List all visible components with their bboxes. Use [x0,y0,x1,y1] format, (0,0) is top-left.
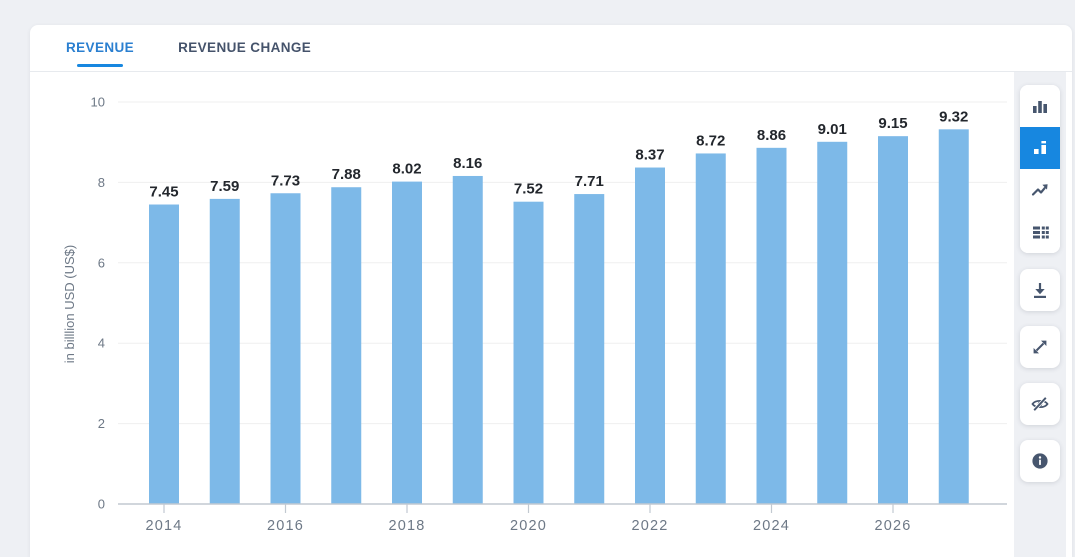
bar-value-label: 8.37 [635,147,664,164]
bar-value-label: 7.73 [271,172,300,189]
bar-2021[interactable] [574,194,605,505]
bar-2027[interactable] [938,129,969,504]
bar-chart-svg: 0 2 4 6 8 10 in billlion USD (US$) 7.45 7.59 7.73… [62,95,1007,534]
bar-2018[interactable] [392,181,422,504]
bar-2015[interactable] [209,198,240,504]
y-axis-tick-label: 10 [91,95,105,110]
y-axis-title: in billlion USD (US$) [62,245,77,363]
tab-revenue-change-label: REVENUE CHANGE [178,40,312,55]
bar-chart: 0 2 4 6 8 10 in billlion USD (US$) 7.45 7.59 7.73… [30,72,1014,557]
bar-value-label: 8.02 [392,161,421,178]
bar-2022[interactable] [635,167,665,504]
bar-value-label: 8.86 [757,127,786,144]
bar-value-label: 9.01 [818,121,847,138]
info-icon[interactable] [1020,440,1060,482]
bar-value-label: 7.88 [332,166,361,183]
fullscreen-icon[interactable] [1020,326,1060,368]
chart-toolbar [1014,72,1072,557]
download-icon[interactable] [1020,269,1060,311]
bar-2023[interactable] [695,153,726,504]
x-axis-tick-label: 2014 [145,518,182,534]
tab-bar: REVENUE REVENUE CHANGE [30,25,1072,72]
y-axis-tick-label: 2 [98,416,105,431]
chart-type-switcher [1020,85,1060,253]
y-axis-tick-label: 8 [98,175,105,190]
x-axis-tick-label: 2020 [510,518,547,534]
bar-value-label: 7.71 [575,173,604,190]
y-axis-tick-label: 0 [98,497,105,512]
card-body: 0 2 4 6 8 10 in billlion USD (US$) 7.45 7.59 7.73… [30,72,1072,557]
tab-revenue[interactable]: REVENUE [56,25,144,71]
y-axis-tick-label: 4 [98,336,105,351]
tab-revenue-change[interactable]: REVENUE CHANGE [168,25,321,71]
bar-2024[interactable] [756,147,787,504]
bar-value-label: 8.16 [453,155,482,172]
chart-card: REVENUE REVENUE CHANGE 0 2 4 6 8 10 in billlio… [30,25,1072,557]
bar-value-label: 7.45 [149,184,178,201]
hide-values-icon[interactable] [1020,383,1060,425]
active-tab-underline [77,64,124,67]
x-axis-tick-label: 2018 [388,518,425,534]
bar-value-label: 8.72 [696,132,725,149]
x-axis-tick-label: 2026 [874,518,911,534]
bar-2025[interactable] [817,141,848,504]
bar-2014[interactable] [149,204,179,504]
tab-revenue-label: REVENUE [66,40,135,55]
bar-2020[interactable] [513,201,544,505]
bar-2019[interactable] [452,175,483,504]
bar-2016[interactable] [270,193,301,504]
x-axis-tick-label: 2022 [631,518,668,534]
bar-value-label: 9.32 [939,108,968,125]
bar-2017[interactable] [331,187,362,504]
y-axis-tick-label: 6 [98,255,105,270]
line-chart-icon[interactable] [1020,169,1060,211]
x-axis-tick-label: 2016 [267,518,304,534]
bar-2026[interactable] [878,136,908,505]
bar-value-label: 7.59 [210,178,239,195]
bar-chart-values-icon[interactable] [1020,127,1060,169]
column-chart-icon[interactable] [1020,85,1060,127]
bar-value-label: 7.52 [514,181,543,198]
bar-value-label: 9.15 [878,115,907,132]
x-axis-tick-label: 2024 [753,518,790,534]
table-view-icon[interactable] [1020,211,1060,253]
